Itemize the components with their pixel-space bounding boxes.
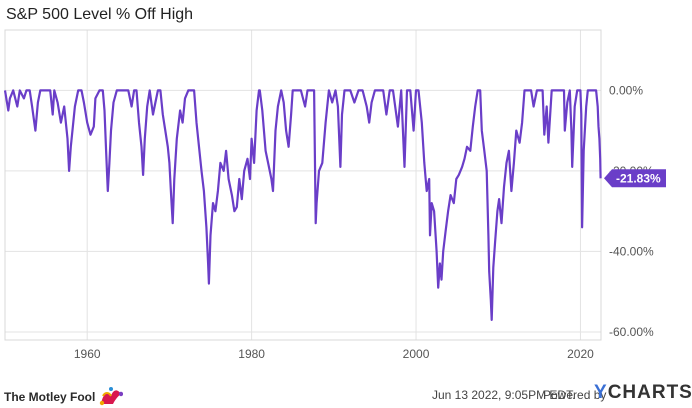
ycharts-logo-y: Y xyxy=(594,382,608,403)
ycharts-logo[interactable]: YCHARTS xyxy=(594,382,692,404)
ycharts-logo-rest: CHARTS xyxy=(607,382,692,403)
x-tick-label: 1980 xyxy=(238,347,265,361)
grid-lines xyxy=(5,30,601,340)
x-axis-ticks: 1960 1980 2000 2020 xyxy=(74,347,594,361)
x-tick-label: 2000 xyxy=(403,347,430,361)
plot-frame xyxy=(4,29,602,341)
last-value-label-group: -21.83% xyxy=(604,169,666,188)
jester-cap-icon xyxy=(100,387,124,406)
footer: The Motley Fool Jun 13 2022, 9:05PM EDT.… xyxy=(0,372,692,407)
chart-title: S&P 500 Level % Off High xyxy=(6,6,194,23)
last-value-badge xyxy=(604,169,666,188)
y-axis-ticks: 0.00%-20.00%-40.00%-60.00% xyxy=(609,83,654,339)
y-tick-label: -60.00% xyxy=(609,325,654,339)
timestamp: Jun 13 2022, 9:05PM EDT. xyxy=(432,388,576,402)
line-chart: 0.00%-20.00%-40.00%-60.00% 1960198020002… xyxy=(3,29,666,361)
y-tick-label: -40.00% xyxy=(609,244,654,258)
series-group xyxy=(3,89,602,321)
last-value-label: -21.83% xyxy=(616,171,661,185)
brand: The Motley Fool xyxy=(4,386,124,408)
x-tick-label: 1960 xyxy=(74,347,101,361)
series-line xyxy=(3,89,602,321)
plot-border xyxy=(4,29,602,341)
y-tick-label: 0.00% xyxy=(609,83,643,97)
powered-by-text: Powered by xyxy=(543,388,607,402)
brand-name: The Motley Fool xyxy=(4,390,96,404)
x-tick-label: 2020 xyxy=(567,347,594,361)
